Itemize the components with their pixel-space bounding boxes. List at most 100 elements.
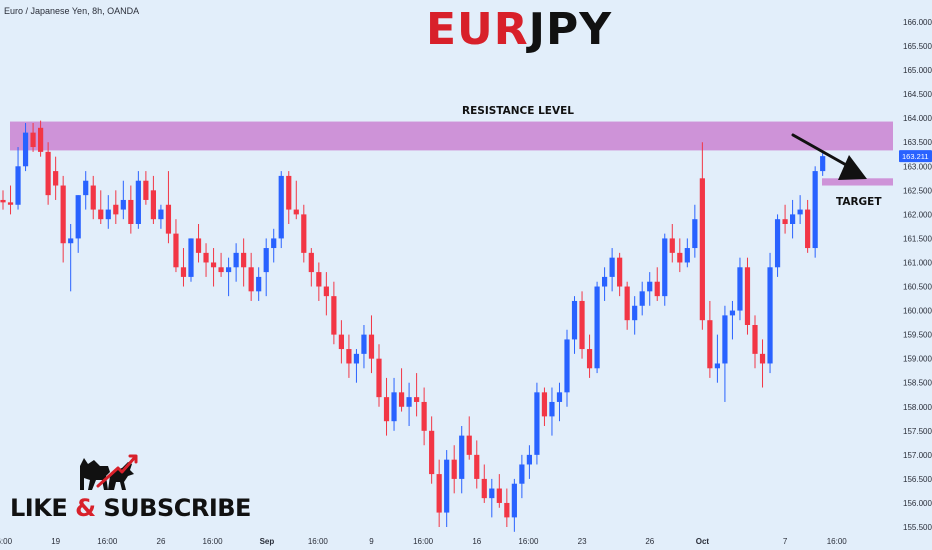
candle-body: [338, 334, 344, 350]
price-tick-label: 163.500: [903, 138, 932, 147]
candle-body: [699, 178, 705, 321]
candle-body: [684, 248, 690, 263]
candle-body: [481, 478, 487, 499]
candle-body: [188, 238, 194, 277]
candle-body: [609, 257, 615, 277]
candle-body: [45, 151, 51, 196]
candle-body: [617, 257, 623, 287]
candle-body: [421, 401, 427, 431]
candle-body: [293, 209, 299, 215]
candle-body: [556, 392, 563, 402]
current-price-badge: [899, 150, 932, 163]
candle-body: [812, 171, 818, 249]
candle-body: [714, 363, 720, 369]
price-tick-label: 160.500: [903, 283, 932, 292]
price-tick-label: 159.000: [903, 355, 932, 364]
price-tick-label: 161.000: [903, 258, 932, 267]
candle-body: [707, 320, 713, 369]
candle-body: [677, 252, 683, 263]
time-tick-label: Sep: [260, 537, 275, 546]
candle-body: [218, 267, 224, 273]
candle-body: [451, 459, 457, 479]
candle-body: [195, 238, 202, 253]
candle-body: [579, 300, 585, 350]
candle-body: [722, 315, 728, 364]
candle-body: [744, 267, 751, 325]
price-tick-label: 165.500: [903, 42, 932, 51]
candle-body: [436, 474, 442, 513]
candle-body: [639, 291, 645, 306]
candle-body: [602, 276, 608, 287]
time-tick-label: 16: [472, 537, 481, 546]
candle-body: [203, 252, 209, 263]
candle-body: [361, 334, 367, 354]
time-tick-label: 26: [157, 537, 166, 546]
price-tick-label: 166.000: [903, 18, 932, 27]
price-tick-label: 164.500: [903, 90, 932, 99]
time-tick-label: 16:00: [827, 537, 848, 546]
candle-body: [0, 199, 6, 203]
price-tick-label: 158.000: [903, 403, 932, 412]
candle-body: [60, 185, 66, 244]
candle-body: [647, 281, 653, 292]
candle-body: [496, 488, 502, 503]
price-tick-label: 164.000: [903, 114, 932, 123]
price-tick-label: 159.500: [903, 331, 932, 340]
candle-body: [173, 233, 179, 268]
candle-body: [466, 435, 472, 455]
brand-title-eur: EUR: [426, 4, 529, 55]
like-word: LIKE: [10, 494, 68, 522]
time-tick-label: 16:00: [308, 537, 329, 546]
candle-body: [150, 190, 156, 220]
candle-body: [737, 267, 743, 311]
candle-body: [286, 175, 292, 210]
time-tick-label: 23: [578, 537, 587, 546]
candle-body: [38, 127, 44, 152]
candle-body: [7, 202, 14, 205]
candle-body: [489, 488, 495, 499]
price-tick-label: 161.500: [903, 234, 932, 243]
price-tick-label: 156.500: [903, 475, 932, 484]
zones-layer: [10, 121, 893, 186]
price-tick-label: 155.500: [903, 523, 932, 532]
candle-body: [143, 180, 149, 200]
candle-body: [263, 248, 269, 273]
time-tick-label: 26: [645, 537, 654, 546]
target-arrow-head: [838, 155, 867, 180]
price-tick-label: 163.000: [903, 162, 932, 171]
candle-body: [120, 199, 126, 210]
time-tick-label: 19: [51, 537, 60, 546]
candle-body: [414, 397, 420, 402]
candles-layer: [0, 120, 826, 532]
candle-body: [30, 132, 36, 148]
candle-body: [75, 195, 81, 239]
price-tick-label: 160.000: [903, 307, 932, 316]
candle-body: [541, 392, 548, 417]
candle-body: [624, 286, 630, 321]
candle-body: [376, 358, 382, 398]
ampersand: &: [75, 494, 96, 522]
candle-body: [90, 185, 96, 210]
candle-body: [669, 238, 675, 253]
time-tick-label: 16:00: [97, 537, 118, 546]
current-price-label: 163.211: [902, 152, 929, 161]
price-tick-label: 157.500: [903, 427, 932, 436]
candle-body: [519, 464, 525, 484]
candle-body: [406, 397, 412, 407]
time-tick-label: 7: [783, 537, 788, 546]
candle-body: [68, 238, 74, 244]
time-tick-label: 16:00: [0, 537, 13, 546]
candle-body: [98, 209, 104, 220]
candle-body: [774, 219, 781, 268]
candle-body: [632, 305, 638, 321]
candle-body: [128, 199, 134, 224]
price-tick-label: 156.000: [903, 499, 932, 508]
candle-body: [135, 180, 141, 224]
candle-body: [797, 209, 803, 215]
candle-body: [301, 214, 307, 253]
candle-body: [346, 349, 352, 364]
candle-body: [526, 454, 532, 465]
candle-body: [564, 339, 570, 393]
price-tick-label: 157.000: [903, 451, 932, 460]
